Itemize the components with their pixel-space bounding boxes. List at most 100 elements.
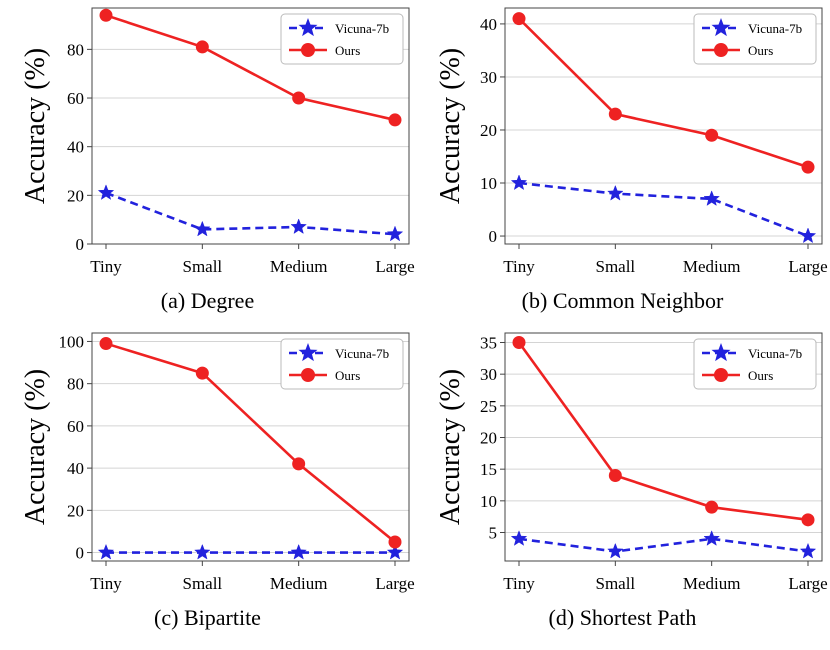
y-tick-label: 0 — [76, 544, 85, 563]
chart-svg: 0 10 20 30 40 Tiny Small Medium Large Accuracy (%… — [435, 7, 828, 276]
legend-circle-icon — [301, 43, 315, 57]
legend-label: Vicuna-7b — [748, 346, 802, 361]
y-axis-label: Accuracy (%) — [435, 48, 466, 204]
legend-label: Ours — [335, 43, 360, 58]
plot-frame — [504, 332, 823, 562]
data-point-circle — [99, 8, 113, 22]
data-point-circle — [512, 12, 526, 26]
data-point-star — [386, 225, 404, 242]
legend-star-icon — [711, 343, 731, 362]
y-tick-label: 5 — [489, 524, 498, 543]
data-point-circle — [292, 457, 306, 471]
legend-label: Vicuna-7b — [748, 21, 802, 36]
chart-svg: 5 10 15 20 25 30 35 Tiny Small Medium Large Accurac… — [435, 332, 828, 593]
chart-caption: (a) Degree — [160, 288, 255, 313]
x-tick-label: Large — [788, 257, 827, 276]
data-point-circle — [512, 336, 526, 349]
data-point-circle — [195, 366, 209, 380]
data-point-star — [607, 542, 624, 559]
series-line — [105, 14, 396, 122]
y-tick-label: 30 — [480, 365, 497, 384]
data-point-circle — [801, 160, 815, 174]
y-axis-label: Accuracy (%) — [435, 369, 466, 525]
y-tick-label: 10 — [480, 492, 497, 511]
x-tick-label: Large — [375, 257, 414, 276]
plot-frame — [91, 332, 410, 562]
y-tick-label: 10 — [480, 174, 497, 193]
y-tick-label: 40 — [67, 459, 84, 478]
data-point-star — [510, 530, 528, 546]
y-tick-label: 80 — [67, 375, 84, 394]
data-point-circle — [608, 469, 622, 482]
legend-star-icon — [711, 18, 731, 37]
data-point-star — [703, 530, 720, 546]
y-axis-label: Accuracy (%) — [20, 48, 51, 204]
data-point-star — [510, 174, 528, 191]
data-point-circle — [195, 40, 209, 54]
x-tick-label: Tiny — [503, 574, 535, 593]
data-point-star — [97, 184, 115, 200]
legend-circle-icon — [301, 368, 315, 382]
chart-caption: (c) Bipartite — [154, 605, 261, 630]
data-point-circle — [801, 513, 815, 527]
x-tick-label: Tiny — [90, 257, 122, 276]
series-line — [105, 342, 396, 544]
legend-label: Vicuna-7b — [335, 346, 389, 361]
y-tick-label: 40 — [67, 138, 84, 157]
data-point-circle — [705, 500, 719, 514]
y-tick-label: 0 — [489, 227, 498, 246]
series-line — [518, 17, 809, 169]
y-tick-label: 60 — [67, 89, 84, 108]
legend-star-icon — [298, 18, 318, 37]
legend-label: Vicuna-7b — [335, 21, 389, 36]
data-point-circle — [99, 337, 113, 351]
data-point-circle — [292, 91, 306, 105]
legend-star-icon — [298, 343, 318, 362]
x-tick-label: Medium — [683, 257, 741, 276]
chart-caption: (d) Shortest Path — [548, 605, 697, 630]
data-point-star — [290, 543, 307, 560]
data-point-star — [194, 543, 211, 560]
y-axis-label: Accuracy (%) — [20, 369, 51, 525]
series-line — [518, 181, 809, 238]
chart-degree: 0 20 40 60 80 Tiny Small Medium Large Accuracy (%… — [0, 0, 415, 325]
legend-circle-icon — [714, 368, 728, 382]
legend-label: Ours — [335, 368, 360, 383]
legend-label: Ours — [748, 43, 773, 58]
chart-caption: (b) Common Neighbor — [521, 288, 724, 313]
y-tick-label: 100 — [59, 332, 85, 351]
series-line — [105, 191, 396, 236]
y-tick-label: 20 — [480, 429, 497, 448]
x-tick-label: Large — [788, 574, 827, 593]
data-point-star — [194, 220, 211, 237]
y-tick-label: 15 — [480, 460, 497, 479]
data-point-star — [799, 542, 817, 559]
y-tick-label: 30 — [480, 68, 497, 87]
data-point-star — [703, 190, 720, 206]
series-line — [518, 537, 809, 553]
data-point-star — [799, 227, 817, 244]
legend-label: Ours — [748, 368, 773, 383]
data-point-circle — [705, 128, 719, 142]
data-point-circle — [608, 107, 622, 121]
x-tick-label: Tiny — [90, 574, 122, 593]
data-point-circle — [388, 535, 402, 549]
y-tick-label: 80 — [67, 40, 84, 59]
y-tick-label: 20 — [67, 186, 84, 205]
chart-shortest-path: 5 10 15 20 25 30 35 Tiny Small Medium Large Accurac… — [415, 325, 830, 650]
plot-frame — [504, 7, 823, 245]
data-point-star — [97, 543, 115, 560]
x-tick-label: Medium — [270, 257, 328, 276]
plot-frame — [91, 7, 410, 245]
y-tick-label: 40 — [480, 15, 497, 34]
y-tick-label: 20 — [67, 501, 84, 520]
chart-svg: 0 20 40 60 80 100 Tiny Small Medium Large Accuracy… — [20, 332, 415, 593]
y-tick-label: 60 — [67, 417, 84, 436]
x-tick-label: Small — [182, 257, 222, 276]
chart-svg: 0 20 40 60 80 Tiny Small Medium Large Accuracy (%… — [20, 7, 415, 276]
x-tick-label: Large — [375, 574, 414, 593]
x-tick-label: Small — [182, 574, 222, 593]
data-point-star — [607, 184, 624, 201]
chart-bipartite: 0 20 40 60 80 100 Tiny Small Medium Large Accuracy… — [0, 325, 415, 650]
x-tick-label: Small — [595, 257, 635, 276]
